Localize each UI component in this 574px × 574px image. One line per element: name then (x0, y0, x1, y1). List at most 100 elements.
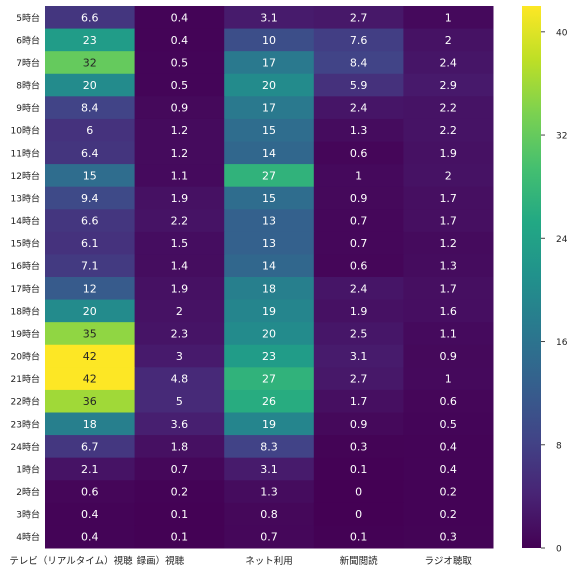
cell-value-label: 6.6 (81, 215, 99, 228)
heatmap-cell (134, 118, 225, 142)
heatmap-cell (45, 525, 136, 549)
row-label: 3時台 (16, 509, 40, 521)
heatmap-cell (134, 344, 225, 368)
heatmap-cell (403, 502, 494, 526)
heatmap-cell (134, 51, 225, 75)
heatmap-cell (403, 322, 494, 346)
row-label: 12時台 (11, 170, 40, 182)
heatmap-cell (45, 277, 136, 301)
heatmap-cell (403, 209, 494, 233)
cell-value-label: 9.4 (81, 192, 99, 205)
heatmap-cell (45, 209, 136, 233)
cell-value-label: 17 (262, 56, 276, 69)
cell-value-label: 17 (262, 102, 276, 115)
cell-value-label: 14 (262, 260, 276, 273)
heatmap-cell (134, 457, 225, 481)
heatmap-cell (134, 96, 225, 120)
cell-value-label: 1 (445, 373, 452, 386)
cell-value-label: 0.4 (171, 34, 189, 47)
cell-value-label: 14 (262, 147, 276, 160)
cell-value-label: 2 (445, 169, 452, 182)
heatmap-cell (45, 480, 136, 504)
cell-value-label: 0.6 (439, 395, 457, 408)
heatmap-cell (224, 164, 315, 188)
cell-value-label: 4.8 (171, 373, 189, 386)
heatmap-cell (403, 389, 494, 413)
column-label: 録画）視聴 (137, 555, 185, 567)
cell-value-label: 20 (83, 305, 97, 318)
heatmap-cell (224, 254, 315, 278)
heatmap-cell (224, 322, 315, 346)
colorbar-tick-label: 8 (556, 441, 562, 451)
cell-value-label: 0.3 (350, 440, 368, 453)
cell-value-label: 2.7 (350, 373, 368, 386)
colorbar-tick-label: 16 (556, 338, 568, 348)
heatmap-cell (134, 28, 225, 52)
heatmap-cell (45, 164, 136, 188)
cell-value-label: 26 (262, 395, 276, 408)
heatmap-cell (45, 28, 136, 52)
heatmap-cell (313, 209, 404, 233)
row-label: 17時台 (11, 283, 40, 295)
cell-value-label: 7.6 (350, 34, 368, 47)
cell-value-label: 18 (83, 418, 97, 431)
heatmap-cell (45, 231, 136, 255)
cell-value-label: 3.1 (260, 463, 278, 476)
heatmap-cell (313, 6, 404, 30)
cell-value-label: 1.9 (439, 147, 457, 160)
heatmap-cell (403, 367, 494, 391)
cell-value-label: 2.9 (439, 79, 457, 92)
cell-value-label: 1.9 (350, 305, 368, 318)
cell-value-label: 1.3 (439, 260, 457, 273)
cell-value-label: 15 (262, 124, 276, 137)
cell-value-label: 15 (83, 169, 97, 182)
cell-value-label: 1.2 (171, 124, 189, 137)
cell-value-label: 0.2 (439, 486, 457, 499)
cell-value-label: 1.7 (439, 282, 457, 295)
heatmap-cell (45, 96, 136, 120)
cell-value-label: 0.5 (439, 418, 457, 431)
cell-value-label: 18 (262, 282, 276, 295)
heatmap-cell (313, 254, 404, 278)
heatmap-cell (134, 254, 225, 278)
column-label: ネット利用 (245, 555, 293, 567)
row-label: 4時台 (16, 531, 40, 543)
cell-value-label: 7.1 (81, 260, 99, 273)
cell-value-label: 0.4 (81, 531, 99, 544)
heatmap-cell (134, 164, 225, 188)
heatmap-cell (224, 502, 315, 526)
heatmap-cell (134, 322, 225, 346)
cell-value-label: 0.2 (171, 486, 189, 499)
column-label: 新聞閲読 (340, 555, 379, 567)
heatmap-cell (224, 186, 315, 210)
heatmap-cell (45, 435, 136, 459)
colorbar-tick-label: 24 (556, 235, 568, 245)
heatmap-cell (224, 28, 315, 52)
heatmap-cell (134, 299, 225, 323)
heatmap-cell (403, 480, 494, 504)
cell-value-label: 1.7 (439, 215, 457, 228)
cell-value-label: 1 (355, 169, 362, 182)
cell-value-label: 1.2 (171, 147, 189, 160)
heatmap-cell (45, 6, 136, 30)
cell-value-label: 0.5 (171, 56, 189, 69)
heatmap-cell (224, 51, 315, 75)
cell-value-label: 27 (262, 169, 276, 182)
cell-value-label: 5.9 (350, 79, 368, 92)
heatmap-cell (134, 389, 225, 413)
cell-value-label: 20 (262, 327, 276, 340)
heatmap-cell (313, 96, 404, 120)
heatmap-cell (313, 164, 404, 188)
heatmap-cell (403, 51, 494, 75)
heatmap-cell (403, 299, 494, 323)
cell-value-label: 1.4 (171, 260, 189, 273)
heatmap-cell (45, 502, 136, 526)
cell-value-label: 0.1 (171, 508, 189, 521)
cell-value-label: 1.1 (171, 169, 189, 182)
heatmap-cell (403, 412, 494, 436)
row-label: 21時台 (11, 373, 40, 385)
heatmap-cell (403, 231, 494, 255)
cell-value-label: 5 (176, 395, 183, 408)
cell-value-label: 1.3 (260, 486, 278, 499)
heatmap-cell (134, 73, 225, 97)
